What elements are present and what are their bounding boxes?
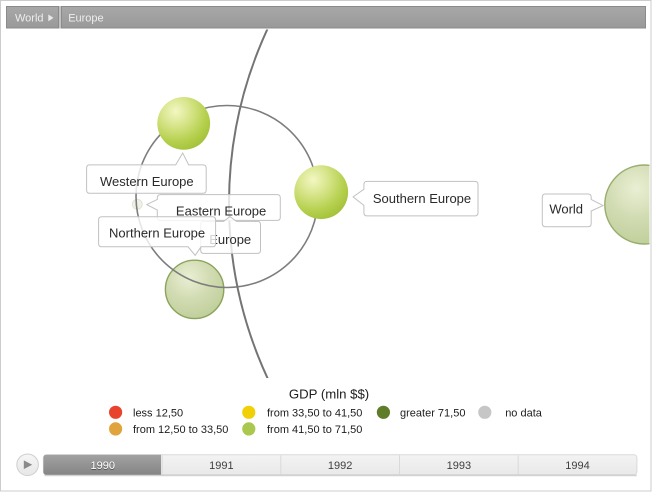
svg-text:Southern Europe: Southern Europe bbox=[373, 191, 471, 206]
svg-text:from 12,50 to 33,50: from 12,50 to 33,50 bbox=[133, 424, 228, 436]
svg-text:from 41,50 to 71,50: from 41,50 to 71,50 bbox=[267, 424, 362, 436]
svg-text:greater 71,50: greater 71,50 bbox=[400, 408, 465, 420]
svg-text:Europe: Europe bbox=[68, 12, 103, 24]
svg-text:World: World bbox=[15, 12, 44, 24]
svg-text:1993: 1993 bbox=[447, 460, 471, 472]
svg-text:no data: no data bbox=[505, 408, 543, 420]
svg-text:from 33,50 to 41,50: from 33,50 to 41,50 bbox=[267, 408, 362, 420]
svg-text:Northern Europe: Northern Europe bbox=[109, 226, 205, 241]
svg-text:1992: 1992 bbox=[328, 460, 352, 472]
svg-text:1990: 1990 bbox=[91, 461, 115, 473]
svg-text:1994: 1994 bbox=[565, 460, 589, 472]
svg-text:GDP (mln $$): GDP (mln $$) bbox=[289, 386, 369, 401]
svg-text:1990: 1990 bbox=[91, 460, 115, 472]
svg-text:1991: 1991 bbox=[209, 460, 233, 472]
svg-text:World: World bbox=[549, 202, 583, 217]
svg-text:Eastern Europe: Eastern Europe bbox=[176, 203, 266, 218]
svg-text:less 12,50: less 12,50 bbox=[133, 408, 183, 420]
svg-text:Europe: Europe bbox=[209, 232, 251, 247]
svg-text:Western Europe: Western Europe bbox=[100, 174, 194, 189]
